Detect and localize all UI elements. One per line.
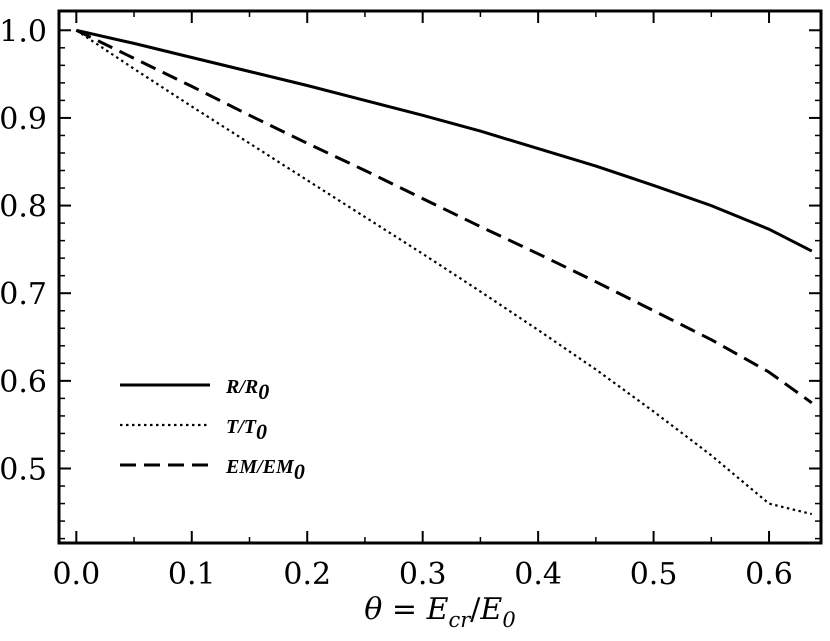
x-axis-title-denominator-sub: 0	[502, 608, 515, 632]
legend-label-main: R/R	[225, 376, 258, 398]
legend-label-sub: 0	[256, 419, 267, 444]
x-tick-label: 0.2	[283, 557, 331, 592]
x-tick-label: 0.6	[745, 557, 793, 592]
x-tick-label: 0.3	[399, 557, 447, 592]
y-tick-label: 0.7	[0, 277, 47, 312]
plot-frame	[57, 9, 823, 545]
y-tick-label: 1.0	[0, 14, 47, 49]
legend-label-sub: 0	[258, 379, 269, 404]
legend-label-2: T/T0	[226, 416, 267, 444]
x-tick-label: 0.5	[630, 557, 678, 592]
x-axis-title-numerator: E	[426, 592, 449, 627]
x-axis-title: θ = Ecr/E0	[364, 592, 515, 632]
axis-ticks	[59, 11, 821, 543]
y-tick-label: 0.8	[0, 190, 47, 225]
legend-label-main: EM/EM	[225, 456, 295, 478]
x-axis-title-numerator-sub: cr	[448, 608, 472, 632]
legend-label-main: T/T	[226, 416, 257, 438]
y-tick-label: 0.9	[0, 102, 47, 137]
y-tick-label: 0.6	[0, 365, 47, 400]
x-axis-title-equals: =	[382, 592, 426, 627]
series-line-3	[75, 28, 813, 405]
x-axis-title-denominator: E	[479, 592, 502, 627]
legend-label-sub: 0	[294, 459, 305, 484]
series-line-1	[75, 28, 813, 253]
x-tick-label: 0.4	[514, 557, 562, 592]
x-tick-label: 0.0	[52, 557, 100, 592]
x-axis-title-symbol: θ	[364, 592, 382, 627]
y-tick-label: 0.5	[0, 453, 47, 488]
axis-tick-labels: 0.0 0.1 0.2 0.3 0.4 0.5 0.6 0.5 0.6 0.7 0.8 0.9 1.0	[0, 14, 793, 592]
plot-content	[75, 28, 813, 516]
legend-label-1: R/R0	[225, 376, 269, 404]
series-line-2	[75, 29, 813, 516]
x-tick-label: 0.1	[168, 557, 216, 592]
x-axis-title-slash: /	[470, 592, 481, 627]
legend-label-3: EM/EM0	[225, 456, 305, 484]
